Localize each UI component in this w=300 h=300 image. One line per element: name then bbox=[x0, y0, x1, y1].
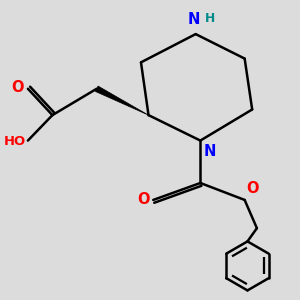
Text: O: O bbox=[137, 192, 149, 207]
Text: O: O bbox=[247, 181, 259, 196]
Text: HO: HO bbox=[4, 135, 26, 148]
Text: O: O bbox=[12, 80, 24, 95]
Text: N: N bbox=[188, 13, 200, 28]
Text: N: N bbox=[204, 144, 217, 159]
Text: H: H bbox=[205, 12, 215, 25]
Polygon shape bbox=[95, 86, 148, 115]
